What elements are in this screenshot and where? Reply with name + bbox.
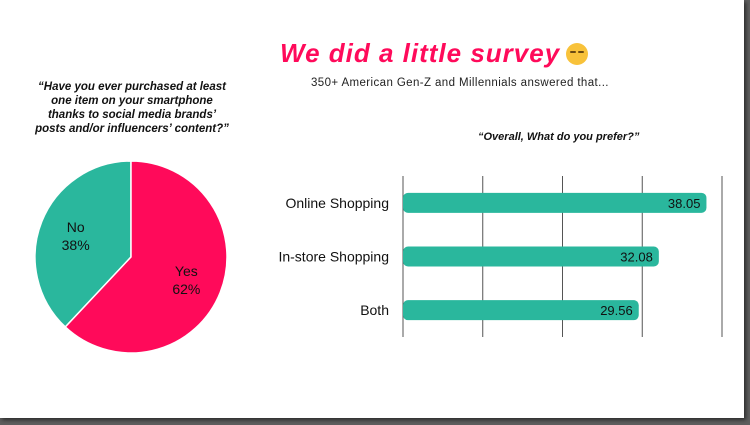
pie-label-yes: Yes — [175, 263, 198, 279]
value-label: 38.05 — [668, 196, 701, 211]
pie-chart: No 38% Yes 62% — [34, 160, 228, 354]
pie-value-no: 38% — [62, 237, 90, 253]
bar-both — [403, 300, 639, 321]
title-text: We did a little survey — [280, 38, 561, 68]
bar-in-store-shopping — [403, 246, 659, 267]
pie-slice-yes — [64, 160, 228, 354]
bar-chart: Online Shopping 38.05 In-store Shopping 32.… — [278, 176, 723, 337]
bar-online-shopping — [403, 192, 707, 213]
bar-chart-title: “Overall, What do you prefer?” — [478, 131, 640, 143]
pie-label-no: No — [67, 219, 85, 235]
pie-value-yes: 62% — [172, 281, 200, 297]
category-label: Both — [360, 302, 389, 318]
smirking-face-icon — [566, 43, 589, 65]
category-label: In-store Shopping — [278, 249, 389, 265]
page-subtitle: 350+ American Gen-Z and Millennials answ… — [311, 77, 609, 89]
slide: We did a little survey 350+ American Gen… — [0, 0, 744, 418]
pie-slice-no — [34, 160, 132, 329]
charts-canvas: No 38% Yes 62% Online Shopping 38.05 In-store… — [34, 160, 723, 354]
category-label: Online Shopping — [285, 195, 389, 211]
page-title: We did a little survey — [280, 38, 640, 69]
value-label: 32.08 — [620, 250, 653, 265]
pie-chart-title: “Have you ever purchased at least one it… — [35, 81, 229, 135]
value-label: 29.56 — [600, 303, 633, 318]
